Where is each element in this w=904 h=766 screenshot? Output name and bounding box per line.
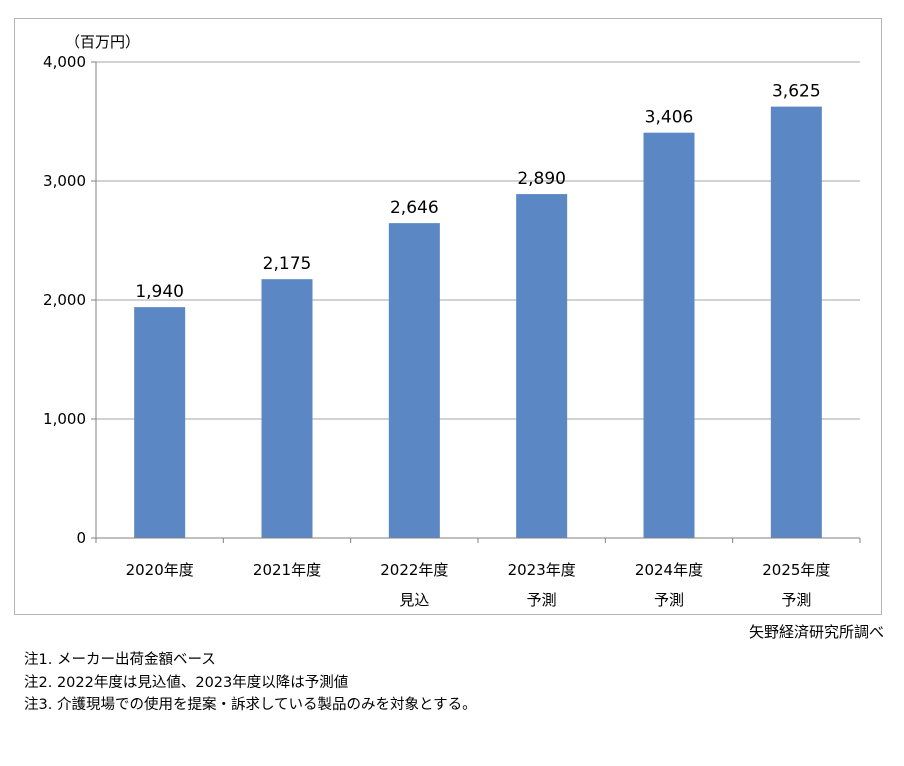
data-label: 3,625 (772, 82, 821, 102)
bar (770, 106, 822, 538)
bar (134, 307, 186, 538)
notes: 注1. メーカー出荷金額ベース 注2. 2022年度は見込値、2023年度以降は… (24, 649, 477, 717)
category-label: 2023年度 (508, 561, 576, 579)
data-label: 2,175 (263, 254, 312, 274)
data-label: 2,890 (517, 169, 566, 189)
bar (643, 132, 695, 538)
category-label: 2021年度 (253, 561, 321, 579)
y-tick-label: 3,000 (43, 172, 86, 190)
category-label: 2025年度 (762, 561, 830, 579)
unit-label: （百万円） (65, 33, 140, 51)
category-label: 2024年度 (635, 561, 703, 579)
category-label: 見込 (399, 591, 429, 609)
bar-chart: （百万円） 0 1,000 2,000 3,000 4,000 1,940 2020年度 2,… (43, 33, 861, 609)
note-3: 注3. 介護現場での使用を提案・訴求している製品のみを対象とする。 (24, 697, 477, 713)
data-label: 3,406 (645, 108, 694, 128)
bar (388, 223, 440, 538)
y-tick-label: 4,000 (43, 53, 86, 71)
category-label: 2022年度 (380, 561, 448, 579)
bar (261, 279, 313, 538)
y-tick-label: 1,000 (43, 410, 86, 428)
y-tick-label: 0 (76, 529, 86, 547)
category-label: 予測 (781, 591, 811, 609)
category-label: 予測 (527, 591, 557, 609)
chart-frame: （百万円） 0 1,000 2,000 3,000 4,000 1,940 2020年度 2,… (14, 18, 882, 615)
note-2: 注2. 2022年度は見込値、2023年度以降は予測値 (24, 674, 349, 691)
source-credit: 矢野経済研究所調べ (748, 623, 884, 641)
y-tick-label: 2,000 (43, 291, 86, 309)
data-label: 2,646 (390, 198, 439, 218)
category-label: 予測 (654, 591, 684, 609)
bar (516, 194, 568, 538)
category-label: 2020年度 (126, 561, 194, 579)
data-label: 1,940 (135, 282, 184, 302)
note-1: 注1. メーカー出荷金額ベース (24, 652, 216, 668)
